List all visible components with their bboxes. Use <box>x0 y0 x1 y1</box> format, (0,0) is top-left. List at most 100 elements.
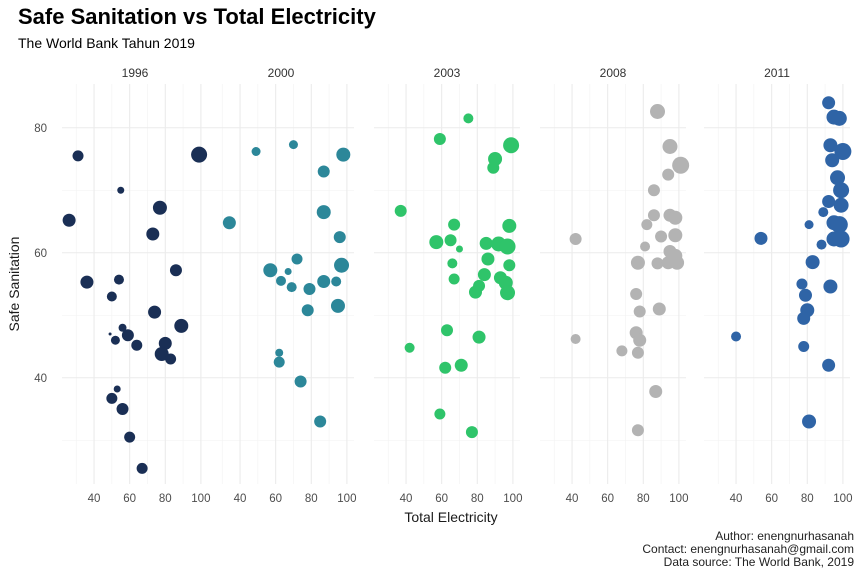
caption-contact: Contact: enengnurhasanah@gmail.com <box>642 542 854 556</box>
data-point <box>331 276 342 287</box>
data-point <box>818 207 829 218</box>
facet-panel-1996: 1996 40 60 80 100 <box>62 66 210 505</box>
data-point <box>479 236 493 250</box>
data-point <box>121 329 134 342</box>
data-point <box>631 346 644 359</box>
data-point <box>823 138 838 153</box>
data-point <box>286 282 297 293</box>
data-point <box>106 291 117 302</box>
data-point <box>303 283 316 295</box>
x-tick-label: 60 <box>123 493 136 505</box>
data-point <box>569 233 582 245</box>
data-point <box>301 304 314 317</box>
data-point <box>448 218 461 231</box>
facet-label-2003: 2003 <box>434 66 461 80</box>
data-point <box>487 161 500 174</box>
data-point <box>641 219 653 231</box>
data-point <box>830 170 846 186</box>
facet-panel-2000: 2000 40 60 80 100 <box>208 66 356 505</box>
data-point <box>158 336 172 350</box>
data-point <box>832 230 850 248</box>
data-point <box>444 234 457 247</box>
data-point <box>796 278 808 290</box>
data-point <box>447 258 458 269</box>
data-point <box>404 342 415 353</box>
data-point <box>110 335 120 345</box>
data-point <box>731 331 742 342</box>
data-point <box>441 324 453 337</box>
data-point <box>833 182 850 199</box>
data-point <box>222 216 236 230</box>
data-point <box>455 245 463 253</box>
data-point <box>113 274 124 285</box>
data-point <box>816 239 827 250</box>
x-axis-title: Total Electricity <box>404 509 497 525</box>
data-point <box>276 275 286 286</box>
x-tick-label: 80 <box>637 493 650 505</box>
data-point <box>439 361 452 374</box>
data-point <box>631 424 644 437</box>
data-point <box>294 375 307 388</box>
y-tick-label: 60 <box>34 248 47 260</box>
data-point <box>822 96 836 110</box>
data-point <box>662 139 678 154</box>
data-point <box>284 268 292 275</box>
data-point <box>833 197 849 213</box>
data-point <box>481 252 495 266</box>
x-tick-label: 40 <box>88 493 101 505</box>
data-point <box>146 227 160 241</box>
data-point <box>502 218 517 233</box>
data-point <box>633 333 647 347</box>
data-point <box>472 330 486 344</box>
y-axis-title: Safe Sanitation <box>6 237 22 332</box>
data-point <box>672 156 690 174</box>
data-point <box>106 392 118 404</box>
chart-title: Safe Sanitation vs Total Electricity <box>18 4 376 29</box>
data-point <box>500 285 516 301</box>
data-point <box>831 110 847 126</box>
data-point <box>108 332 112 336</box>
data-point <box>662 168 675 181</box>
chart-subtitle: The World Bank Tahun 2019 <box>18 35 195 51</box>
data-point <box>655 230 668 243</box>
data-point <box>802 414 817 429</box>
x-tick-label: 60 <box>435 493 448 505</box>
data-point <box>251 147 261 156</box>
data-point <box>834 143 852 160</box>
data-point <box>273 356 285 368</box>
data-point <box>62 213 76 227</box>
chart-caption: Author: enengnurhasanah Contact: enengnu… <box>642 530 854 569</box>
data-point <box>468 285 482 299</box>
data-point <box>317 165 330 178</box>
x-tick-label: 80 <box>801 493 814 505</box>
x-tick-label: 80 <box>471 493 484 505</box>
data-point <box>152 200 167 215</box>
data-point <box>640 241 651 252</box>
data-point <box>275 348 284 357</box>
data-point <box>823 279 838 294</box>
caption-source: Data source: The World Bank, 2019 <box>663 555 854 569</box>
facet-panel-2008: 2008 40 60 80 100 <box>540 66 690 505</box>
data-point <box>798 288 812 302</box>
data-point <box>797 311 811 325</box>
data-point <box>113 385 121 393</box>
data-point <box>131 339 143 351</box>
data-point <box>822 195 836 208</box>
x-tick-label: 40 <box>730 493 743 505</box>
caption-author: Author: enengnurhasanah <box>715 529 854 543</box>
x-tick-label: 40 <box>400 493 413 505</box>
x-tick-label: 60 <box>765 493 778 505</box>
data-point <box>463 113 474 124</box>
data-point <box>434 408 446 420</box>
data-point <box>154 347 169 361</box>
x-tick-label: 100 <box>833 493 852 505</box>
facet-panel-2003: 2003 40 60 80 100 <box>374 66 522 505</box>
x-tick-label: 60 <box>269 493 282 505</box>
data-point <box>118 323 127 332</box>
data-point <box>317 275 331 288</box>
data-point <box>499 238 516 255</box>
data-point <box>668 228 683 243</box>
x-tick-label: 100 <box>191 493 210 505</box>
x-tick-label: 60 <box>601 493 614 505</box>
